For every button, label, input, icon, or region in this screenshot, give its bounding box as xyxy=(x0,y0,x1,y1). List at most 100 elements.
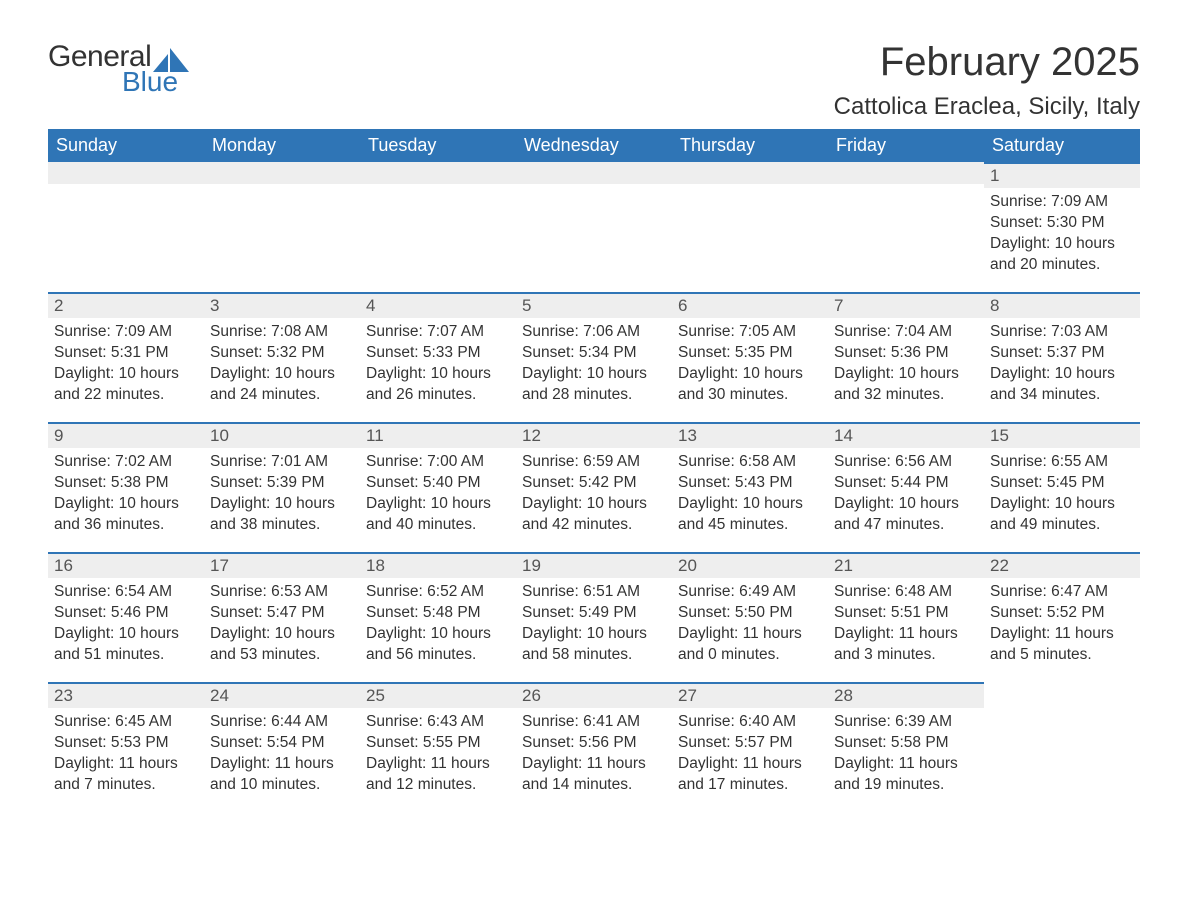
calendar-cell xyxy=(828,162,984,292)
day-number: 20 xyxy=(672,552,828,578)
daylight-text: Daylight: 10 hours and 47 minutes. xyxy=(834,494,978,536)
daylight-text: Daylight: 11 hours and 12 minutes. xyxy=(366,754,510,796)
calendar-week: 23Sunrise: 6:45 AMSunset: 5:53 PMDayligh… xyxy=(48,682,1140,812)
weekday-header: Tuesday xyxy=(360,129,516,162)
calendar-cell: 12Sunrise: 6:59 AMSunset: 5:42 PMDayligh… xyxy=(516,422,672,552)
daylight-text: Daylight: 10 hours and 51 minutes. xyxy=(54,624,198,666)
calendar-cell: 1Sunrise: 7:09 AMSunset: 5:30 PMDaylight… xyxy=(984,162,1140,292)
daylight-text: Daylight: 10 hours and 40 minutes. xyxy=(366,494,510,536)
sunrise-text: Sunrise: 7:00 AM xyxy=(366,452,510,473)
day-details: Sunrise: 6:58 AMSunset: 5:43 PMDaylight:… xyxy=(672,448,828,550)
sunrise-text: Sunrise: 6:49 AM xyxy=(678,582,822,603)
daylight-text: Daylight: 10 hours and 58 minutes. xyxy=(522,624,666,666)
calendar-cell xyxy=(516,162,672,292)
sunrise-text: Sunrise: 7:09 AM xyxy=(54,322,198,343)
day-number: 19 xyxy=(516,552,672,578)
sunset-text: Sunset: 5:50 PM xyxy=(678,603,822,624)
day-details: Sunrise: 6:43 AMSunset: 5:55 PMDaylight:… xyxy=(360,708,516,810)
month-title: February 2025 xyxy=(834,40,1140,85)
daylight-text: Daylight: 11 hours and 7 minutes. xyxy=(54,754,198,796)
sunrise-text: Sunrise: 7:06 AM xyxy=(522,322,666,343)
sunrise-text: Sunrise: 6:39 AM xyxy=(834,712,978,733)
sunset-text: Sunset: 5:49 PM xyxy=(522,603,666,624)
sunset-text: Sunset: 5:36 PM xyxy=(834,343,978,364)
sunrise-text: Sunrise: 6:40 AM xyxy=(678,712,822,733)
sunset-text: Sunset: 5:44 PM xyxy=(834,473,978,494)
calendar-table: Sunday Monday Tuesday Wednesday Thursday… xyxy=(48,129,1140,812)
sunset-text: Sunset: 5:30 PM xyxy=(990,213,1134,234)
sunset-text: Sunset: 5:34 PM xyxy=(522,343,666,364)
calendar-cell: 11Sunrise: 7:00 AMSunset: 5:40 PMDayligh… xyxy=(360,422,516,552)
sunrise-text: Sunrise: 6:41 AM xyxy=(522,712,666,733)
day-number: 2 xyxy=(48,292,204,318)
daylight-text: Daylight: 10 hours and 56 minutes. xyxy=(366,624,510,666)
day-details: Sunrise: 6:49 AMSunset: 5:50 PMDaylight:… xyxy=(672,578,828,680)
daylight-text: Daylight: 11 hours and 14 minutes. xyxy=(522,754,666,796)
calendar-cell: 16Sunrise: 6:54 AMSunset: 5:46 PMDayligh… xyxy=(48,552,204,682)
calendar-cell: 18Sunrise: 6:52 AMSunset: 5:48 PMDayligh… xyxy=(360,552,516,682)
day-details: Sunrise: 7:01 AMSunset: 5:39 PMDaylight:… xyxy=(204,448,360,550)
day-details: Sunrise: 7:03 AMSunset: 5:37 PMDaylight:… xyxy=(984,318,1140,420)
empty-day-header xyxy=(204,162,360,184)
calendar-week: 2Sunrise: 7:09 AMSunset: 5:31 PMDaylight… xyxy=(48,292,1140,422)
day-details: Sunrise: 7:09 AMSunset: 5:31 PMDaylight:… xyxy=(48,318,204,420)
weekday-header: Friday xyxy=(828,129,984,162)
weekday-header: Sunday xyxy=(48,129,204,162)
sunrise-text: Sunrise: 6:56 AM xyxy=(834,452,978,473)
calendar-cell: 9Sunrise: 7:02 AMSunset: 5:38 PMDaylight… xyxy=(48,422,204,552)
sunrise-text: Sunrise: 7:07 AM xyxy=(366,322,510,343)
calendar-cell: 2Sunrise: 7:09 AMSunset: 5:31 PMDaylight… xyxy=(48,292,204,422)
calendar-cell: 21Sunrise: 6:48 AMSunset: 5:51 PMDayligh… xyxy=(828,552,984,682)
calendar-cell: 3Sunrise: 7:08 AMSunset: 5:32 PMDaylight… xyxy=(204,292,360,422)
day-number: 6 xyxy=(672,292,828,318)
day-number: 9 xyxy=(48,422,204,448)
calendar-cell: 17Sunrise: 6:53 AMSunset: 5:47 PMDayligh… xyxy=(204,552,360,682)
day-number: 14 xyxy=(828,422,984,448)
sunrise-text: Sunrise: 7:08 AM xyxy=(210,322,354,343)
sunrise-text: Sunrise: 7:05 AM xyxy=(678,322,822,343)
sunset-text: Sunset: 5:45 PM xyxy=(990,473,1134,494)
calendar-cell xyxy=(672,162,828,292)
sunrise-text: Sunrise: 6:51 AM xyxy=(522,582,666,603)
sunrise-text: Sunrise: 6:44 AM xyxy=(210,712,354,733)
day-details: Sunrise: 7:00 AMSunset: 5:40 PMDaylight:… xyxy=(360,448,516,550)
day-details: Sunrise: 6:54 AMSunset: 5:46 PMDaylight:… xyxy=(48,578,204,680)
calendar-cell: 22Sunrise: 6:47 AMSunset: 5:52 PMDayligh… xyxy=(984,552,1140,682)
day-number: 8 xyxy=(984,292,1140,318)
day-number: 21 xyxy=(828,552,984,578)
sunset-text: Sunset: 5:57 PM xyxy=(678,733,822,754)
sunset-text: Sunset: 5:40 PM xyxy=(366,473,510,494)
sunrise-text: Sunrise: 6:43 AM xyxy=(366,712,510,733)
location: Cattolica Eraclea, Sicily, Italy xyxy=(834,93,1140,121)
day-number: 18 xyxy=(360,552,516,578)
day-details: Sunrise: 6:39 AMSunset: 5:58 PMDaylight:… xyxy=(828,708,984,810)
day-number: 3 xyxy=(204,292,360,318)
calendar-cell: 5Sunrise: 7:06 AMSunset: 5:34 PMDaylight… xyxy=(516,292,672,422)
daylight-text: Daylight: 11 hours and 19 minutes. xyxy=(834,754,978,796)
day-number: 27 xyxy=(672,682,828,708)
sunset-text: Sunset: 5:55 PM xyxy=(366,733,510,754)
sunset-text: Sunset: 5:52 PM xyxy=(990,603,1134,624)
day-number: 7 xyxy=(828,292,984,318)
daylight-text: Daylight: 10 hours and 24 minutes. xyxy=(210,364,354,406)
daylight-text: Daylight: 10 hours and 28 minutes. xyxy=(522,364,666,406)
sunrise-text: Sunrise: 6:52 AM xyxy=(366,582,510,603)
day-number: 10 xyxy=(204,422,360,448)
day-number: 24 xyxy=(204,682,360,708)
daylight-text: Daylight: 10 hours and 36 minutes. xyxy=(54,494,198,536)
sunset-text: Sunset: 5:42 PM xyxy=(522,473,666,494)
daylight-text: Daylight: 10 hours and 26 minutes. xyxy=(366,364,510,406)
weekday-header: Wednesday xyxy=(516,129,672,162)
calendar-cell: 26Sunrise: 6:41 AMSunset: 5:56 PMDayligh… xyxy=(516,682,672,812)
empty-day-header xyxy=(48,162,204,184)
day-details: Sunrise: 6:56 AMSunset: 5:44 PMDaylight:… xyxy=(828,448,984,550)
sunset-text: Sunset: 5:33 PM xyxy=(366,343,510,364)
daylight-text: Daylight: 11 hours and 5 minutes. xyxy=(990,624,1134,666)
weekday-header: Saturday xyxy=(984,129,1140,162)
sunset-text: Sunset: 5:54 PM xyxy=(210,733,354,754)
day-details: Sunrise: 6:41 AMSunset: 5:56 PMDaylight:… xyxy=(516,708,672,810)
day-number: 26 xyxy=(516,682,672,708)
sunrise-text: Sunrise: 7:09 AM xyxy=(990,192,1134,213)
daylight-text: Daylight: 10 hours and 49 minutes. xyxy=(990,494,1134,536)
sunrise-text: Sunrise: 7:04 AM xyxy=(834,322,978,343)
